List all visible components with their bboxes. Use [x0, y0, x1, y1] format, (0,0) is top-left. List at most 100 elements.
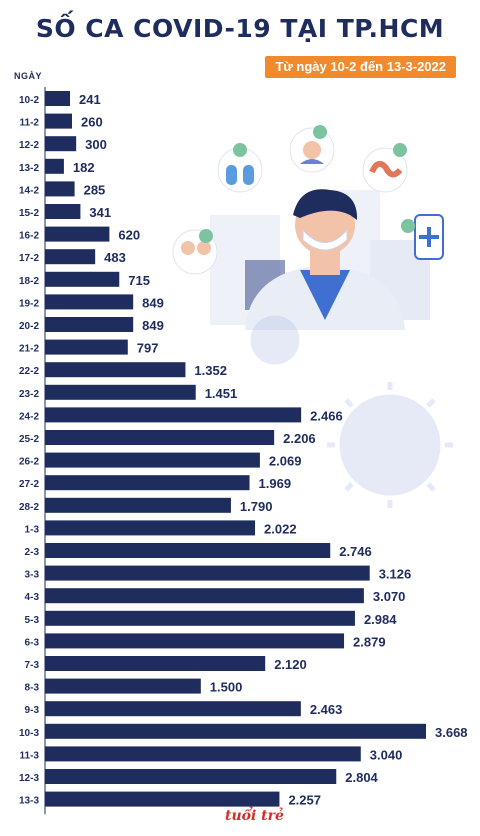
- category-label: 17-2: [19, 253, 39, 264]
- category-label: 2-3: [25, 547, 40, 558]
- bar: [45, 204, 81, 219]
- date-range-badge: Từ ngày 10-2 đến 13-3-2022: [265, 56, 456, 78]
- value-label: 1.500: [210, 680, 243, 695]
- value-label: 2.746: [339, 544, 372, 559]
- value-label: 2.022: [264, 521, 297, 536]
- value-label: 285: [84, 182, 106, 197]
- category-label: 19-2: [19, 298, 39, 309]
- category-label: 11-2: [20, 118, 40, 129]
- category-label: 10-2: [19, 95, 39, 106]
- value-label: 620: [118, 228, 140, 243]
- value-label: 849: [142, 318, 164, 333]
- category-label: 26-2: [19, 457, 39, 468]
- value-label: 3.126: [379, 567, 412, 582]
- bar: [45, 769, 337, 784]
- category-label: 20-2: [19, 321, 39, 332]
- category-label: 24-2: [19, 411, 39, 422]
- value-label: 3.070: [373, 589, 406, 604]
- value-label: 1.969: [259, 476, 292, 491]
- bar: [45, 452, 260, 468]
- category-label: 4-3: [25, 592, 40, 603]
- value-label: 2.069: [269, 454, 302, 469]
- value-label: 3.668: [435, 725, 468, 740]
- value-label: 2.206: [283, 431, 316, 446]
- category-label: 25-2: [19, 434, 39, 445]
- bar: [45, 543, 331, 558]
- bar: [45, 520, 256, 536]
- y-axis-title: NGÀY: [14, 71, 43, 81]
- bar: [45, 294, 134, 310]
- value-label: 483: [104, 250, 126, 265]
- bar: [45, 610, 355, 626]
- category-label: 13-3: [19, 796, 39, 807]
- category-label: 13-2: [19, 163, 39, 174]
- bar: [45, 317, 134, 332]
- bar: [45, 588, 364, 604]
- value-label: 1.451: [205, 386, 238, 401]
- bar: [45, 226, 110, 242]
- value-label: 260: [81, 115, 103, 130]
- bar: [45, 384, 196, 400]
- chart-title: SỐ CA COVID-19 TẠI TP.HCM: [35, 14, 445, 43]
- category-label: 12-3: [19, 773, 39, 784]
- tuoitre-logo: tuổi trẻ: [225, 808, 284, 824]
- bar: [45, 362, 186, 378]
- bar: [45, 656, 266, 671]
- bar: [45, 136, 77, 152]
- value-label: 341: [89, 205, 111, 220]
- value-label: 1.790: [240, 499, 273, 514]
- bar: [45, 407, 302, 423]
- category-label: 14-2: [19, 185, 39, 196]
- category-label: 7-3: [25, 660, 40, 671]
- category-label: 18-2: [19, 276, 39, 287]
- category-label: 3-3: [25, 570, 40, 581]
- category-label: 8-3: [25, 683, 40, 694]
- category-label: 6-3: [25, 637, 40, 648]
- category-label: 5-3: [25, 615, 40, 626]
- bar: [45, 791, 280, 807]
- bar: [45, 565, 370, 581]
- value-label: 2.463: [310, 702, 343, 717]
- value-label: 182: [73, 160, 95, 175]
- bar: [45, 633, 345, 649]
- value-label: 797: [137, 341, 159, 356]
- bar: [45, 113, 73, 129]
- category-label: 1-3: [25, 524, 40, 535]
- category-label: 10-3: [19, 728, 39, 739]
- value-label: 2.804: [345, 770, 378, 785]
- bar: [45, 701, 301, 717]
- bar: [45, 339, 128, 355]
- value-label: 2.257: [288, 793, 321, 808]
- bar: [45, 475, 250, 491]
- value-label: 849: [142, 295, 164, 310]
- category-label: 22-2: [19, 366, 39, 377]
- doctor-illustration: [172, 125, 453, 508]
- value-label: 2.466: [310, 408, 343, 423]
- category-label: 16-2: [19, 231, 39, 242]
- category-label: 11-3: [20, 750, 40, 761]
- bar: [45, 249, 96, 265]
- bar: [45, 91, 71, 106]
- value-label: 241: [79, 92, 101, 107]
- bar: [45, 497, 231, 513]
- value-label: 715: [128, 273, 150, 288]
- category-label: 21-2: [19, 344, 39, 355]
- bar: [45, 723, 426, 739]
- bar: [45, 678, 201, 694]
- value-label: 2.120: [274, 657, 307, 672]
- bar: [45, 271, 120, 287]
- bar: [45, 746, 361, 762]
- bar: [45, 181, 75, 197]
- value-label: 2.879: [353, 634, 386, 649]
- category-label: 23-2: [19, 389, 39, 400]
- category-label: 15-2: [19, 208, 39, 219]
- value-label: 2.984: [364, 612, 397, 627]
- category-label: 28-2: [19, 502, 39, 513]
- category-label: 9-3: [25, 705, 40, 716]
- bar: [45, 430, 275, 445]
- category-label: 12-2: [19, 140, 39, 151]
- value-label: 1.352: [194, 363, 227, 378]
- bar: [45, 158, 64, 174]
- value-label: 3.040: [370, 747, 403, 762]
